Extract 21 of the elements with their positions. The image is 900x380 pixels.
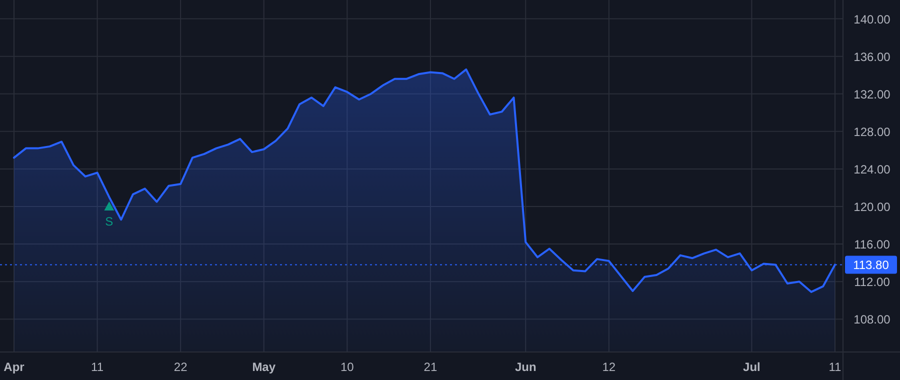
x-tick-label: May [252,360,276,374]
series-label: S [105,214,114,229]
x-tick-label: 11 [828,360,842,374]
ref-line-label: 113.80 [853,258,890,272]
y-tick-label: 136.00 [854,50,891,64]
x-tick-label: 21 [424,360,438,374]
x-tick-label: Jul [743,360,760,374]
y-tick-label: 140.00 [854,12,891,26]
x-tick-label: 11 [91,360,104,374]
x-tick-label: Jun [514,360,536,374]
x-tick-label: 12 [602,360,616,374]
x-tick-label: 22 [174,360,188,374]
y-tick-label: 108.00 [854,312,891,327]
x-tick-label: 10 [340,360,354,374]
y-tick-label: 112.00 [854,275,890,290]
y-tick-label: 128.00 [854,124,891,139]
x-tick-label: Apr [4,360,25,374]
y-tick-label: 116.00 [854,238,890,252]
y-tick-label: 124.00 [854,162,891,176]
y-tick-label: 120.00 [854,200,891,214]
y-tick-label: 132.00 [854,87,891,102]
